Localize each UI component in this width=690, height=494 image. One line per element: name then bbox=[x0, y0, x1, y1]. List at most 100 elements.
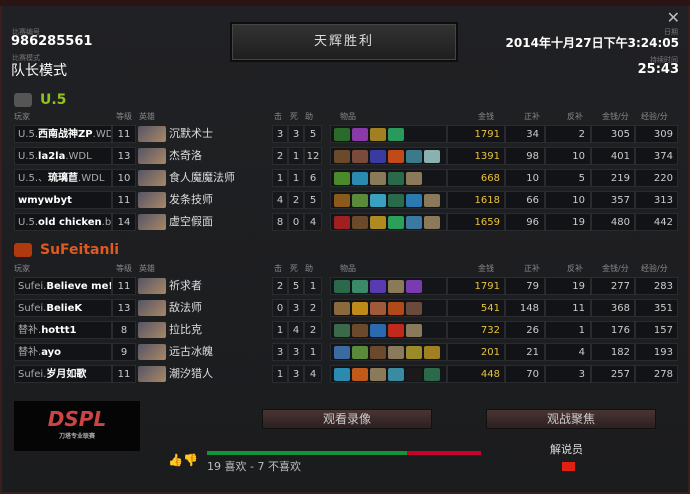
thumbs-down-icon[interactable]: 👎 bbox=[182, 453, 198, 467]
player-name[interactable]: U.5.、琉璃苣.WDL bbox=[14, 169, 112, 187]
player-row[interactable]: wmywbyt 11 发条技师 4 2 5 1618 66 10 357 313 bbox=[14, 191, 678, 209]
item-icon[interactable] bbox=[334, 324, 350, 337]
item-icon[interactable] bbox=[370, 302, 386, 315]
item-icon[interactable] bbox=[334, 194, 350, 207]
item-icon[interactable] bbox=[370, 172, 386, 185]
item-icon[interactable] bbox=[370, 280, 386, 293]
item-icon[interactable] bbox=[352, 216, 368, 229]
item-icon[interactable] bbox=[370, 194, 386, 207]
item-icon[interactable] bbox=[388, 302, 404, 315]
spectate-button[interactable]: 观战聚焦 bbox=[486, 409, 656, 429]
item-icon[interactable] bbox=[388, 194, 404, 207]
item-icon[interactable] bbox=[352, 172, 368, 185]
hero[interactable]: 沉默术士 bbox=[138, 125, 278, 143]
item-icon[interactable] bbox=[352, 194, 368, 207]
hero[interactable]: 祈求者 bbox=[138, 277, 278, 295]
player-suffix: .burden bbox=[101, 217, 112, 228]
player-name[interactable]: 替补.hottt1 bbox=[14, 321, 112, 339]
hero[interactable]: 远古冰魄 bbox=[138, 343, 278, 361]
item-icon[interactable] bbox=[334, 302, 350, 315]
player-suffix: .WDL bbox=[78, 173, 105, 184]
item-icon[interactable] bbox=[334, 368, 350, 381]
player-name[interactable]: U.5.old chicken.burden bbox=[14, 213, 112, 231]
item-icon[interactable] bbox=[406, 150, 422, 163]
hero[interactable]: 拉比克 bbox=[138, 321, 278, 339]
player-nickname: wmywbyt bbox=[18, 195, 72, 206]
hero[interactable]: 食人魔魔法师 bbox=[138, 169, 278, 187]
item-icon[interactable] bbox=[370, 216, 386, 229]
item-icon[interactable] bbox=[388, 216, 404, 229]
item-icon[interactable] bbox=[388, 172, 404, 185]
item-icon[interactable] bbox=[406, 324, 422, 337]
item-icon[interactable] bbox=[424, 150, 440, 163]
item-icon[interactable] bbox=[370, 346, 386, 359]
item-icon[interactable] bbox=[370, 324, 386, 337]
item-icon[interactable] bbox=[406, 346, 422, 359]
item-icon[interactable] bbox=[388, 346, 404, 359]
player-level: 8 bbox=[112, 321, 136, 339]
item-icon[interactable] bbox=[424, 216, 440, 229]
item-slots bbox=[330, 213, 447, 231]
column-header-a: 助 bbox=[305, 112, 313, 121]
item-icon[interactable] bbox=[406, 280, 422, 293]
player-row[interactable]: Sufei.Believe me!! 11 祈求者 2 5 1 1791 79 19 277 283 bbox=[14, 277, 678, 295]
item-icon[interactable] bbox=[424, 346, 440, 359]
item-icon[interactable] bbox=[424, 194, 440, 207]
player-row[interactable]: Sufei.岁月如歌 11 潮汐猎人 1 3 4 448 70 3 257 278 bbox=[14, 365, 678, 383]
item-icon[interactable] bbox=[406, 172, 422, 185]
hero[interactable]: 发条技师 bbox=[138, 191, 278, 209]
thumbs-up-icon[interactable]: 👍 bbox=[168, 453, 183, 467]
hero[interactable]: 潮汐猎人 bbox=[138, 365, 278, 383]
watch-replay-button[interactable]: 观看录像 bbox=[262, 409, 432, 429]
item-icon[interactable] bbox=[352, 324, 368, 337]
player-name[interactable]: wmywbyt bbox=[14, 191, 112, 209]
player-row[interactable]: 替补.ayo 9 远古冰魄 3 3 1 201 21 4 182 193 bbox=[14, 343, 678, 361]
player-row[interactable]: U.5.old chicken.burden14虚空假面804165996194… bbox=[14, 213, 678, 231]
item-icon[interactable] bbox=[352, 150, 368, 163]
item-icon[interactable] bbox=[334, 346, 350, 359]
item-icon[interactable] bbox=[388, 280, 404, 293]
player-name[interactable]: U.5.la2la.WDL bbox=[14, 147, 112, 165]
item-icon[interactable] bbox=[352, 302, 368, 315]
hero[interactable]: 虚空假面 bbox=[138, 213, 278, 231]
player-row[interactable]: U.5.、琉璃苣.WDL 10 食人魔魔法师 1 1 6 668 10 5 219 220 bbox=[14, 169, 678, 187]
player-name[interactable]: Sufei.Believe me!! bbox=[14, 277, 112, 295]
item-icon[interactable] bbox=[406, 302, 422, 315]
item-icon[interactable] bbox=[334, 172, 350, 185]
item-icon[interactable] bbox=[406, 368, 422, 381]
item-icon[interactable] bbox=[352, 128, 368, 141]
item-icon[interactable] bbox=[334, 150, 350, 163]
player-name[interactable]: 替补.ayo bbox=[14, 343, 112, 361]
player-row[interactable]: Sufei.BelieK 13 敌法师 0 3 2 541 148 11 368 351 bbox=[14, 299, 678, 317]
item-icon[interactable] bbox=[334, 128, 350, 141]
item-icon[interactable] bbox=[388, 368, 404, 381]
item-icon[interactable] bbox=[406, 216, 422, 229]
player-name[interactable]: U.5.西南战神ZP.WDL bbox=[14, 125, 112, 143]
item-icon[interactable] bbox=[406, 194, 422, 207]
deaths: 2 bbox=[288, 191, 304, 209]
item-icon[interactable] bbox=[352, 368, 368, 381]
player-row[interactable]: U.5.la2la.WDL 13 杰奇洛 2 1 12 1391 98 10 401 374 bbox=[14, 147, 678, 165]
hero[interactable]: 杰奇洛 bbox=[138, 147, 278, 165]
item-icon[interactable] bbox=[334, 216, 350, 229]
xp-per-min: 442 bbox=[635, 213, 678, 231]
item-icon[interactable] bbox=[370, 368, 386, 381]
player-name[interactable]: Sufei.BelieK bbox=[14, 299, 112, 317]
hero-name: 远古冰魄 bbox=[169, 345, 213, 358]
player-row[interactable]: 替补.hottt1 8 拉比克 1 4 2 732 26 1 176 157 bbox=[14, 321, 678, 339]
item-icon[interactable] bbox=[388, 128, 404, 141]
item-icon[interactable] bbox=[334, 280, 350, 293]
item-icon[interactable] bbox=[352, 346, 368, 359]
item-icon[interactable] bbox=[370, 128, 386, 141]
item-icon[interactable] bbox=[388, 150, 404, 163]
player-nickname: old chicken bbox=[38, 217, 102, 228]
item-icon[interactable] bbox=[352, 280, 368, 293]
item-icon[interactable] bbox=[424, 368, 440, 381]
item-icon[interactable] bbox=[388, 324, 404, 337]
player-name[interactable]: Sufei.岁月如歌 bbox=[14, 365, 112, 383]
item-slots bbox=[330, 147, 447, 165]
hero[interactable]: 敌法师 bbox=[138, 299, 278, 317]
close-icon[interactable]: ✕ bbox=[666, 8, 680, 27]
item-icon[interactable] bbox=[370, 150, 386, 163]
